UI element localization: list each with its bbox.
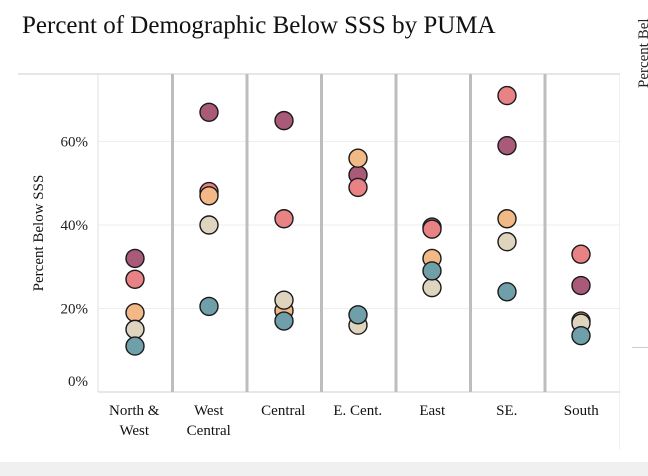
data-points <box>125 85 591 356</box>
x-category-label: Central <box>261 403 305 419</box>
data-point[interactable] <box>497 282 517 302</box>
x-category-label: East <box>419 403 446 419</box>
data-point[interactable] <box>348 305 368 325</box>
chart-title: Percent of Demographic Below SSS by PUMA <box>22 12 496 39</box>
data-point[interactable] <box>125 302 145 323</box>
data-point[interactable] <box>274 311 294 331</box>
plot-area <box>98 74 620 394</box>
y-axis: 0% 20% 40% 60% <box>61 135 89 391</box>
data-point[interactable] <box>422 277 442 298</box>
x-category-label: North & <box>109 403 160 419</box>
data-point[interactable] <box>125 269 145 289</box>
data-point[interactable] <box>422 219 442 239</box>
adjacent-panel-gridline <box>632 347 648 348</box>
y-tick-label: 20% <box>61 302 89 318</box>
data-point[interactable] <box>199 102 219 122</box>
data-point[interactable] <box>497 135 517 156</box>
data-point[interactable] <box>571 244 591 264</box>
y-tick-label: 0% <box>68 374 88 390</box>
data-point[interactable] <box>497 209 517 229</box>
data-point[interactable] <box>199 296 219 317</box>
y-axis-title: Percent Below SSS <box>31 175 47 292</box>
x-category-label: West <box>119 423 149 439</box>
data-point[interactable] <box>199 186 219 206</box>
y-tick-label: 40% <box>61 218 89 234</box>
data-point[interactable] <box>497 231 517 252</box>
x-category-label: Central <box>187 423 231 439</box>
x-category-label: South <box>564 403 600 419</box>
bottom-scroll-strip[interactable] <box>0 462 648 476</box>
y-tick-label: 60% <box>61 135 89 151</box>
data-point[interactable] <box>274 290 294 310</box>
data-point[interactable] <box>274 209 294 229</box>
data-point[interactable] <box>348 177 368 198</box>
column-separators <box>171 74 547 392</box>
x-category-label: E. Cent. <box>333 403 382 419</box>
data-point[interactable] <box>125 248 145 269</box>
data-point[interactable] <box>348 148 368 168</box>
adjacent-panel-axis-title: Percent Bel <box>636 18 648 88</box>
data-point[interactable] <box>199 215 219 235</box>
x-category-label: West <box>194 403 224 419</box>
dot-plot-chart: 0% 20% 40% 60% North & West West Central Centra… <box>18 73 620 450</box>
x-category-label: SE. <box>496 403 517 419</box>
data-point[interactable] <box>571 325 591 346</box>
data-point[interactable] <box>125 319 145 340</box>
data-point[interactable] <box>497 85 517 106</box>
data-point[interactable] <box>274 110 294 131</box>
x-axis-categories: North & West West Central Central E. Cent. Eas… <box>109 403 599 439</box>
data-point[interactable] <box>571 275 591 296</box>
data-point[interactable] <box>125 336 145 356</box>
data-point[interactable] <box>422 261 442 281</box>
